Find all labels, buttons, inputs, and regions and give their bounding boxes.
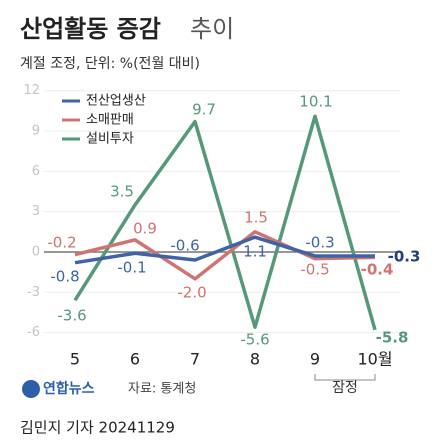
series-line bbox=[74, 230, 376, 281]
source: 자료: 통계청 bbox=[128, 382, 196, 397]
x-tick-label: 6 bbox=[130, 350, 140, 369]
chart-title: 산업활동 증감 bbox=[20, 15, 161, 43]
data-label: -5.8 bbox=[376, 329, 409, 347]
data-label: 9.7 bbox=[192, 101, 216, 119]
data-label: -3.6 bbox=[57, 307, 86, 325]
subtitle: 계절 조정, 단위: %(전월 대비) bbox=[20, 56, 200, 72]
series-line bbox=[74, 235, 375, 265]
data-label: 1.1 bbox=[243, 243, 267, 261]
provisional-bracket bbox=[314, 374, 376, 381]
data-label: -0.2 bbox=[47, 234, 76, 252]
data-label: -0.1 bbox=[117, 259, 146, 277]
data-label: -0.3 bbox=[305, 234, 334, 252]
x-tick-label: 7 bbox=[190, 350, 200, 369]
x-tick-label: 5 bbox=[70, 350, 80, 369]
x-tick-label: 9 bbox=[310, 350, 320, 369]
provisional-label: 잠정 bbox=[332, 380, 358, 396]
y-tick-label: 0 bbox=[32, 244, 40, 259]
data-label: 0.9 bbox=[133, 220, 157, 238]
data-label: 1.5 bbox=[244, 209, 268, 227]
data-label: 3.5 bbox=[110, 183, 134, 201]
y-tick-label: 3 bbox=[32, 204, 40, 219]
y-tick-label: 9 bbox=[32, 124, 40, 139]
y-tick-label: -3 bbox=[27, 285, 40, 300]
x-tick-label: 8 bbox=[250, 350, 260, 369]
legend-label: 설비투자 bbox=[86, 132, 134, 147]
data-label: -0.5 bbox=[300, 261, 329, 279]
data-label: 10.1 bbox=[299, 93, 332, 111]
y-tick-label: 12 bbox=[23, 83, 40, 98]
byline: 김민지 기자 20241129 bbox=[20, 419, 175, 437]
legend-label: 전산업생산 bbox=[86, 94, 146, 109]
series-line bbox=[73, 114, 377, 331]
x-tick-label: 10월 bbox=[357, 350, 392, 369]
logo-icon bbox=[22, 380, 40, 398]
legend-label: 소매판매 bbox=[86, 113, 134, 128]
data-label: -5.6 bbox=[240, 331, 269, 349]
data-label: -2.0 bbox=[177, 284, 206, 302]
data-label: -0.4 bbox=[361, 261, 394, 279]
logo-text: 연합뉴스 bbox=[43, 380, 95, 397]
data-label: -0.8 bbox=[50, 268, 79, 286]
data-label: -0.6 bbox=[170, 237, 199, 255]
chart-title-light: 추이 bbox=[190, 15, 234, 43]
y-tick-label: -6 bbox=[27, 325, 40, 340]
y-tick-label: 6 bbox=[32, 164, 40, 179]
data-label: -0.3 bbox=[388, 248, 421, 266]
